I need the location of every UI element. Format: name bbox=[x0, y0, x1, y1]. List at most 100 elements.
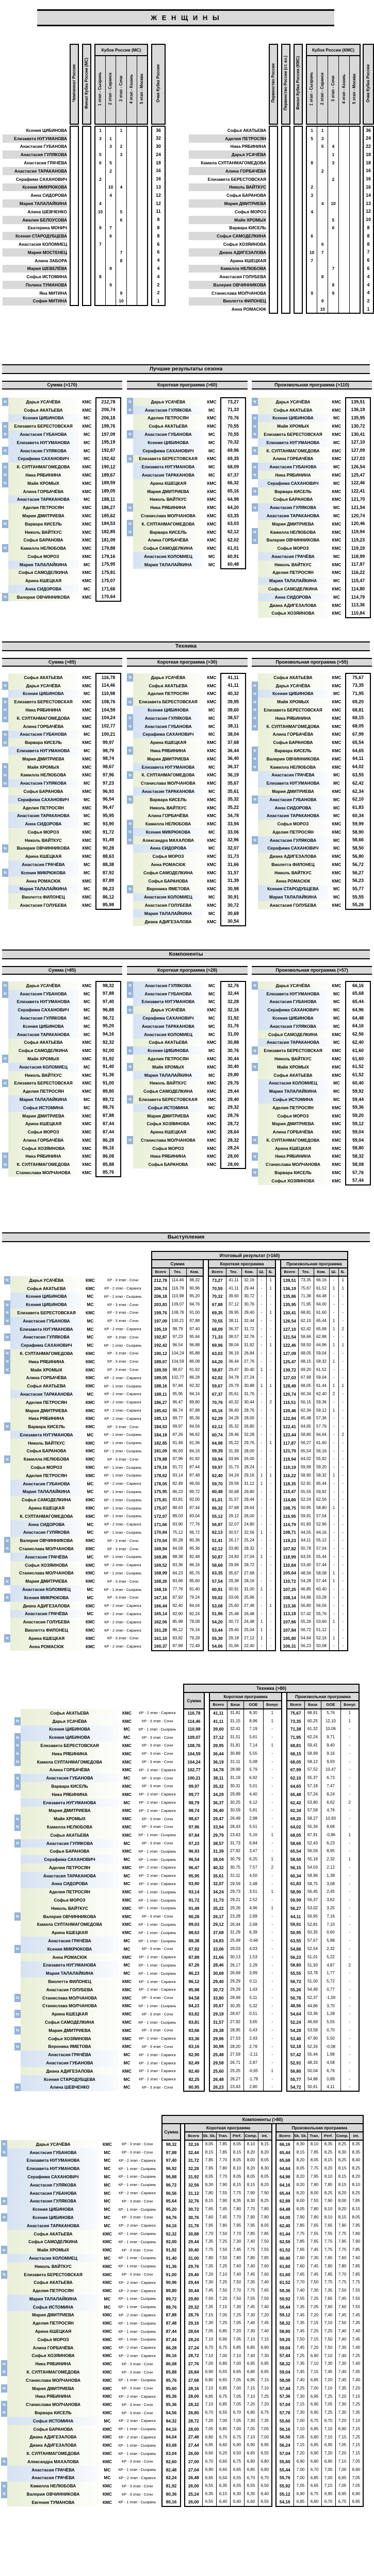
score-value: 7,60 bbox=[293, 2262, 307, 2270]
table-row: Елизавета НУГУМАНОВА МС КР - 2 этап - Сара… bbox=[1, 2156, 364, 2165]
score-value: 65,48 bbox=[298, 1414, 314, 1423]
score-value: - bbox=[266, 1528, 276, 1537]
score-value: - bbox=[266, 1431, 276, 1439]
score-value: 62,40 bbox=[275, 2221, 294, 2230]
stage-place: 4 bbox=[317, 199, 328, 208]
table-row: Мария ДМИТРИЕВА КМС 65,16 bbox=[127, 487, 246, 496]
skater-name: Алина ГОРБАЧЁВА bbox=[8, 487, 78, 496]
score-value: 36,40 bbox=[209, 1806, 227, 1815]
spacer bbox=[272, 2417, 276, 2425]
spacer bbox=[148, 208, 152, 216]
event-place bbox=[70, 126, 79, 134]
score-value: 135,95 bbox=[345, 414, 371, 422]
skater-name: Анастасия ГУБАНОВА bbox=[133, 430, 203, 438]
event-name: КР - 3 этап - Сочи bbox=[107, 1424, 139, 1429]
skater-rank: КМС bbox=[103, 2483, 112, 2489]
event-name: КР - 3 этап - Сочи bbox=[107, 1302, 139, 1307]
score-value: 35,22 bbox=[225, 1438, 241, 1447]
score-value: 26,69 bbox=[226, 1969, 243, 1978]
skater-name: Анастасия ГУЛЯКОВА bbox=[133, 405, 203, 414]
event-name: КР - 1 этап - Сызрань bbox=[138, 1922, 176, 1927]
new-best-badge bbox=[127, 909, 133, 918]
score-value: 6,80 bbox=[257, 2458, 272, 2466]
spacer bbox=[203, 1284, 208, 1293]
table-row: Мария ТАЛАЛАЙКИНА МС КР - 1 этап - Сызрань… bbox=[4, 1487, 348, 1496]
table-row: Серафима САХАНОВИЧ МС 64,96 bbox=[252, 1006, 371, 1014]
table-row: Николь ВАЙТКУС КМС 29,76 bbox=[127, 1079, 246, 1088]
score-value: 30,57 bbox=[225, 1528, 241, 1537]
score-value: - bbox=[263, 1993, 282, 2002]
skater-name: Елизавета НУГУМАНОВА bbox=[258, 438, 328, 447]
skater-name: Полина ТУМАНОВА bbox=[3, 281, 67, 289]
table-row: Софья АКАТЬЕВА КМС 70,55 bbox=[127, 422, 246, 431]
score-value: 170,64 bbox=[95, 593, 121, 602]
score-value: 28,64 bbox=[220, 1128, 246, 1137]
score-value: 97,88 bbox=[161, 2148, 181, 2157]
new-best-badge bbox=[14, 2035, 21, 2043]
new-best-badge bbox=[127, 998, 133, 1006]
skater-rank: КМС bbox=[122, 1783, 132, 1789]
score-value: 167,16 bbox=[151, 1594, 169, 1602]
spacer bbox=[272, 2148, 276, 2157]
score-value: 87,44 bbox=[161, 2327, 181, 2336]
spacer bbox=[302, 150, 306, 159]
stage-place bbox=[349, 183, 361, 192]
new-best-badge bbox=[14, 1921, 21, 1929]
new-best-badge bbox=[2, 812, 8, 820]
skater-rank: МС bbox=[84, 862, 90, 868]
score-value: 6,55 bbox=[257, 2449, 272, 2458]
score-value: 7,25 bbox=[293, 2351, 307, 2360]
spacer bbox=[14, 1692, 184, 1701]
new-best-badge bbox=[127, 860, 133, 869]
spacer bbox=[148, 257, 152, 265]
new-best-badge bbox=[127, 853, 133, 861]
table-row: Ксения ЦИБИНОВА МС КР - 1 этап - Сызрань 20… bbox=[4, 1292, 348, 1301]
score-value: 7,75 bbox=[243, 2246, 258, 2255]
score-value: 175,95 bbox=[95, 560, 121, 569]
table-row: Серафима САХАНОВИЧ МС КР - 1 этап - Сызран… bbox=[4, 1341, 348, 1350]
new-best-badge: N bbox=[4, 1309, 10, 1317]
skater-name: Софья МОРОЗ bbox=[234, 209, 266, 214]
score-value: 40,32 bbox=[225, 1398, 241, 1406]
new-best-badge bbox=[252, 1087, 258, 1095]
score-value: 83,82 bbox=[183, 2010, 205, 2019]
stage-place: 1 bbox=[94, 126, 106, 134]
skater-rank: КМС bbox=[332, 1113, 342, 1118]
skater-rank: КМС bbox=[332, 1154, 342, 1159]
score-value: - bbox=[256, 1333, 266, 1342]
table-row: N Валерия ОВЧИННИКОВА КМС КР - 3 этап - Соч… bbox=[4, 1536, 348, 1545]
score-value: - bbox=[263, 1920, 282, 1929]
skater-name: Ника РЯБИНИНА bbox=[7, 2392, 99, 2401]
new-best-badge: N bbox=[1, 2400, 7, 2409]
skater-rank: МС bbox=[333, 991, 340, 996]
spacer bbox=[272, 2360, 276, 2368]
score-value: 7,35 bbox=[257, 2417, 272, 2425]
big-table-title: Компоненты (>80) bbox=[161, 2115, 364, 2124]
table-row: N Дарья УСАЧЁВА КМС 98,32 bbox=[2, 981, 121, 990]
new-best-badge bbox=[252, 1112, 258, 1120]
spacer bbox=[78, 159, 83, 167]
skater-rank: КМС bbox=[207, 756, 217, 761]
skater-rank: МС bbox=[84, 813, 90, 819]
score-value: 92,32 bbox=[95, 1038, 121, 1047]
skater-rank: КМС bbox=[82, 1056, 92, 1061]
stage-place bbox=[349, 199, 361, 208]
score-value: 34,29 bbox=[209, 1790, 227, 1799]
score-value: 58,80 bbox=[275, 2327, 294, 2336]
score-value: - bbox=[338, 1414, 348, 1423]
spacer bbox=[302, 208, 306, 216]
score-value: 7,10 bbox=[230, 2351, 244, 2360]
score-value: 6,80 bbox=[243, 2368, 258, 2377]
score-value: 10,06 bbox=[320, 1725, 340, 1734]
skater-rank: МС bbox=[84, 748, 90, 753]
skater-name: Анастасия ГУБАНОВА bbox=[258, 997, 328, 1006]
new-best-badge: N bbox=[14, 1839, 21, 1848]
score-value: 1 bbox=[266, 1382, 276, 1391]
score-value: 117,87 bbox=[280, 1438, 298, 1447]
table-row: Мария ДМИТРИЕВА КМС КР - 2 этап - Саранск 1… bbox=[4, 1406, 348, 1415]
skater-rank: КМС bbox=[86, 1383, 95, 1389]
score-value: 7,50 bbox=[230, 2278, 244, 2287]
score-value: 1 bbox=[256, 1585, 266, 1594]
score-value: 7,00 bbox=[216, 2417, 230, 2425]
new-best-badge: N bbox=[252, 981, 258, 990]
